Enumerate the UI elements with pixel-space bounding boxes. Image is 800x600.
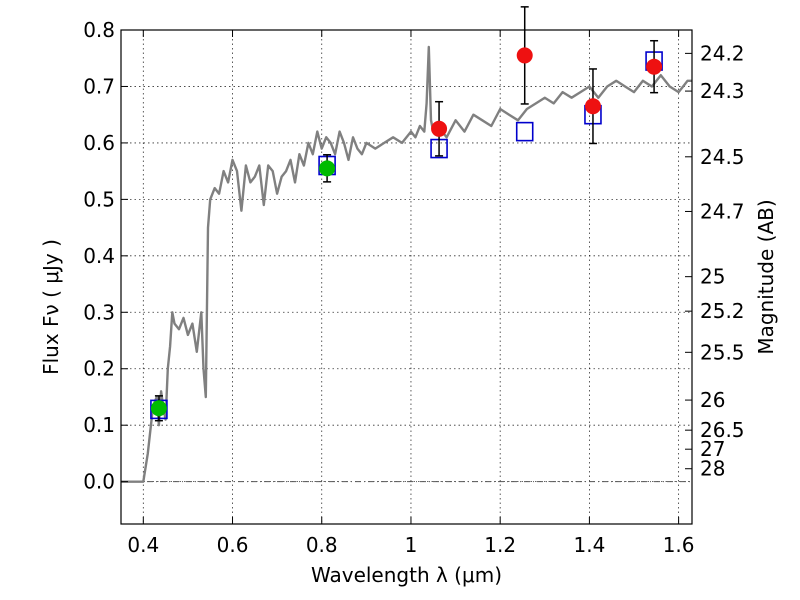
magnitude-tick-label: 24.3 bbox=[700, 79, 745, 103]
x-tick-label: 1.6 bbox=[663, 533, 695, 557]
x-tick-label: 1.2 bbox=[484, 533, 516, 557]
y-tick-label: 0.2 bbox=[83, 357, 115, 381]
y-tick-label: 0.6 bbox=[83, 131, 115, 155]
model-spectrum bbox=[121, 45, 692, 483]
observed-photometry-point bbox=[584, 98, 601, 115]
observed-photometry-point bbox=[319, 160, 336, 177]
y-tick-label: 0.8 bbox=[83, 18, 115, 42]
y-tick-label: 0.3 bbox=[83, 300, 115, 324]
magnitude-tick-label: 24.2 bbox=[700, 41, 745, 65]
x-tick-label: 1.4 bbox=[573, 533, 605, 557]
x-tick-label: 0.6 bbox=[217, 533, 249, 557]
magnitude-tick-label: 27 bbox=[700, 437, 725, 461]
magnitude-tick-label: 24.5 bbox=[700, 145, 745, 169]
magnitude-tick-label: 26.5 bbox=[700, 418, 745, 442]
observed-photometry-point bbox=[646, 58, 663, 75]
magnitude-axis-title: Magnitude (AB) bbox=[754, 199, 778, 354]
y-axis-title: Flux Fν ( μJy ) bbox=[39, 239, 63, 375]
magnitude-tick-label: 26 bbox=[700, 388, 725, 412]
observed-photometry-point bbox=[516, 47, 533, 64]
magnitude-tick-label: 28 bbox=[700, 457, 725, 481]
x-tick-label: 1 bbox=[405, 533, 418, 557]
x-axis-ticks: 0.4 0.6 0.8 1 1.2 1.4 1.6 bbox=[127, 30, 695, 557]
x-tick-label: 0.4 bbox=[127, 533, 159, 557]
y-tick-label: 0.1 bbox=[83, 413, 115, 437]
y-tick-label: 0.0 bbox=[83, 470, 115, 494]
y-tick-label: 0.7 bbox=[83, 74, 115, 98]
x-axis-title: Wavelength λ (μm) bbox=[311, 563, 502, 587]
spectrum-line bbox=[121, 45, 692, 483]
magnitude-tick-label: 25.2 bbox=[700, 299, 745, 323]
observed-photometry-points bbox=[150, 47, 663, 417]
magnitude-tick-label: 25 bbox=[700, 265, 725, 289]
y-tick-label: 0.5 bbox=[83, 187, 115, 211]
magnitude-tick-label: 24.7 bbox=[700, 199, 745, 223]
observed-photometry-point bbox=[431, 120, 448, 137]
magnitude-tick-label: 25.5 bbox=[700, 340, 745, 364]
y-axis-ticks: 0.0 0.1 0.2 0.3 0.4 0.5 0.6 0.7 0.8 bbox=[83, 18, 128, 494]
model-photometry-square bbox=[515, 121, 534, 142]
error-bars bbox=[154, 6, 659, 422]
x-tick-label: 0.8 bbox=[306, 533, 338, 557]
y-tick-label: 0.4 bbox=[83, 244, 115, 268]
observed-photometry-point bbox=[150, 400, 167, 417]
